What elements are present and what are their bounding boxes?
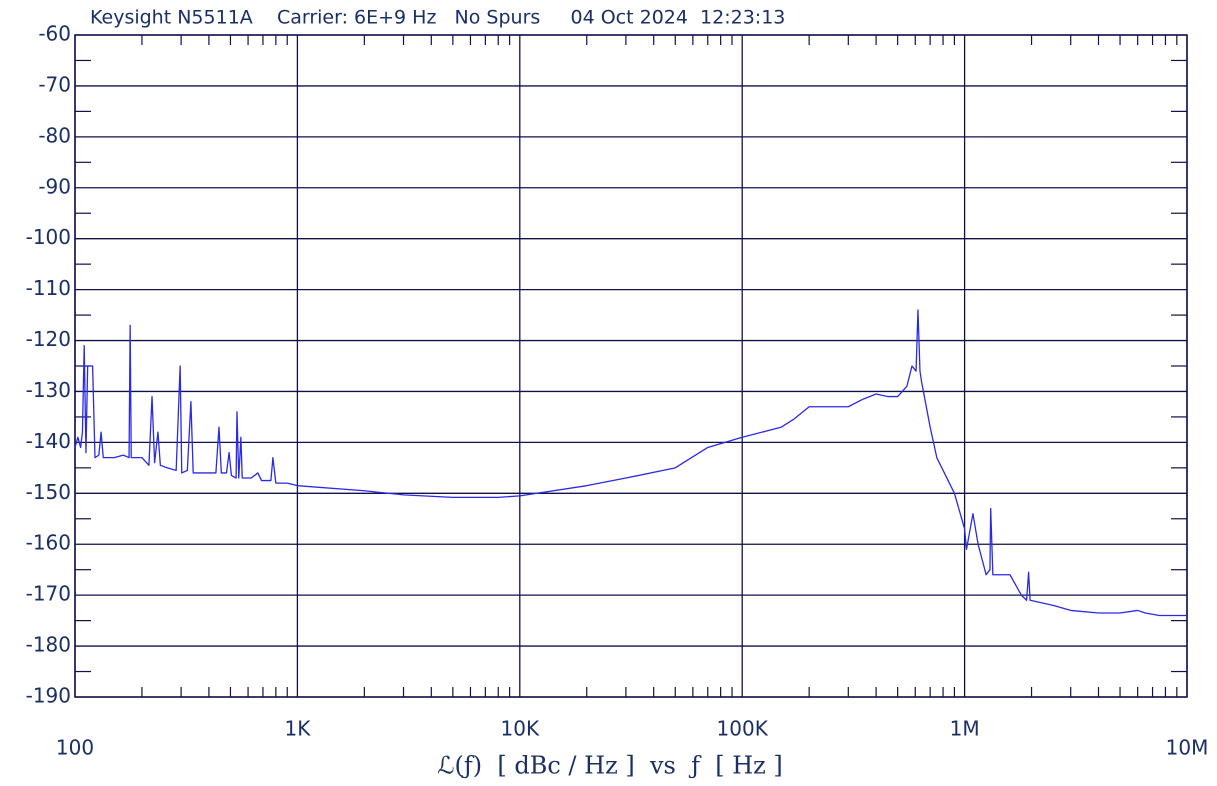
y-tick-label: -110 xyxy=(26,276,71,300)
y-tick-label: -80 xyxy=(38,123,71,147)
y-tick-label: -140 xyxy=(26,429,71,453)
plot-border xyxy=(74,34,1188,698)
chart-title: Keysight N5511A Carrier: 6E+9 Hz No Spur… xyxy=(90,7,785,29)
y-tick-label: -100 xyxy=(26,225,71,249)
x-tick-label: 100 xyxy=(56,736,94,760)
y-tick-label: -120 xyxy=(26,327,71,351)
y-tick-label: -180 xyxy=(26,633,71,657)
x-tick-label: 10K xyxy=(501,717,540,741)
y-tick-label: -130 xyxy=(26,378,71,402)
x-axis-label: ℒ(ƒ) [ dBc / Hz ] vs ƒ [ Hz ] xyxy=(437,752,783,780)
y-tick-label: -90 xyxy=(38,174,71,198)
y-tick-label: -160 xyxy=(26,531,71,555)
trace-line xyxy=(74,309,1187,617)
y-tick-label: -60 xyxy=(38,22,71,46)
x-tick-label: 1K xyxy=(284,717,311,741)
y-tick-label: -170 xyxy=(26,582,71,606)
x-tick-label: 1M xyxy=(950,717,980,741)
y-tick-label: -190 xyxy=(26,684,71,708)
x-tick-label: 100K xyxy=(717,717,769,741)
y-tick-label: -150 xyxy=(26,480,71,504)
y-tick-label: -70 xyxy=(38,72,71,96)
x-tick-label: 10M xyxy=(1166,736,1209,760)
